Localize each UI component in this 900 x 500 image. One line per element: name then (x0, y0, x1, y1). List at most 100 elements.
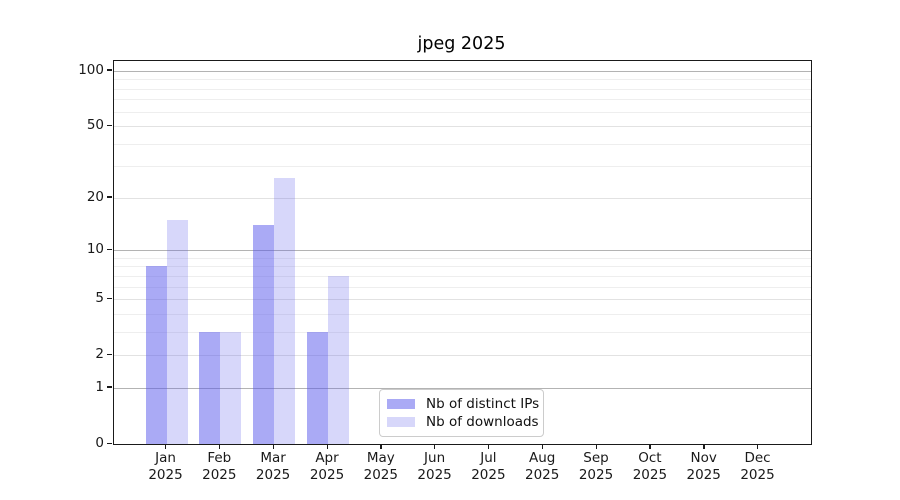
gridline-y-8 (114, 266, 811, 268)
x-tick-year-aug: 2025 (525, 467, 560, 483)
bar-downloads-jan (166, 219, 188, 444)
gridline-y-100 (114, 70, 811, 72)
gridline-y-4 (114, 313, 811, 315)
y-tick-0 (107, 442, 112, 444)
x-tick-year-apr: 2025 (309, 467, 345, 483)
legend: Nb of distinct IPs Nb of downloads (379, 389, 544, 437)
bar-distinct-ips-mar (253, 225, 275, 444)
chart-title: jpeg 2025 (417, 34, 506, 54)
x-tick-aug (541, 444, 544, 449)
gridline-y-80 (114, 88, 811, 90)
gridline-y-90 (114, 79, 811, 81)
y-tick-label-100: 100 (78, 61, 104, 78)
x-tick-month-sep: Sep (583, 450, 609, 466)
gridline-y-70 (114, 99, 811, 101)
x-tick-label-jan: Jan 2025 (138, 450, 194, 484)
x-tick-apr (326, 444, 328, 449)
y-tick-label-5: 5 (95, 290, 104, 307)
x-tick-year-jan: 2025 (148, 467, 183, 483)
x-tick-jun (434, 444, 436, 449)
x-tick-may (380, 444, 382, 449)
x-tick-month-mar: Mar (260, 450, 286, 466)
x-tick-label-mar: Mar 2025 (245, 450, 301, 484)
x-tick-year-jun: 2025 (417, 467, 452, 483)
y-tick-10 (107, 248, 112, 250)
y-tick-label-2: 2 (95, 346, 104, 363)
gridline-y-7 (114, 275, 811, 277)
gridline-y-3 (114, 331, 811, 333)
x-tick-month-jul: Jul (480, 450, 497, 466)
x-tick-year-mar: 2025 (255, 467, 291, 483)
x-tick-month-jun: Jun (424, 450, 446, 466)
x-tick-jul (487, 444, 490, 449)
x-tick-year-nov: 2025 (686, 467, 721, 483)
gridline-y-60 (114, 111, 811, 113)
gridline-y-40 (114, 143, 811, 145)
x-tick-month-jan: Jan (155, 450, 176, 466)
legend-swatch-downloads (387, 417, 415, 427)
bar-distinct-ips-jan (145, 266, 167, 444)
x-tick-year-may: 2025 (363, 467, 398, 483)
legend-item-downloads: Nb of downloads (387, 414, 539, 430)
x-tick-year-feb: 2025 (202, 467, 237, 483)
x-tick-month-oct: Oct (638, 450, 662, 466)
y-tick-1 (107, 386, 112, 388)
x-tick-month-nov: Nov (690, 450, 717, 466)
x-tick-sep (595, 444, 597, 449)
y-tick-2 (107, 353, 112, 356)
legend-item-distinct-ips: Nb of distinct IPs (387, 396, 539, 412)
x-tick-label-nov: Nov 2025 (676, 450, 732, 484)
x-tick-label-may: May 2025 (353, 450, 409, 484)
x-tick-label-jul: Jul 2025 (460, 450, 516, 484)
legend-swatch-distinct-ips (387, 399, 415, 409)
x-tick-year-sep: 2025 (578, 467, 614, 483)
x-tick-oct (649, 444, 651, 449)
bar-downloads-mar (274, 177, 296, 444)
y-tick-5 (107, 297, 112, 299)
x-tick-jan (165, 444, 167, 449)
x-tick-nov (703, 444, 705, 449)
gridline-y-5 (114, 299, 811, 301)
y-tick-100 (107, 69, 112, 71)
x-tick-year-jul: 2025 (471, 467, 506, 483)
y-tick-label-0: 0 (95, 435, 104, 451)
bar-distinct-ips-feb (199, 331, 221, 444)
x-tick-month-aug: Aug (529, 450, 556, 466)
plot-area (113, 60, 812, 445)
gridline-y-10 (114, 250, 811, 252)
gridline-y-20 (114, 197, 811, 199)
y-tick-label-10: 10 (86, 241, 104, 258)
x-tick-month-may: May (366, 450, 395, 466)
legend-label-downloads: Nb of downloads (426, 414, 539, 430)
gridline-y-2 (114, 355, 811, 357)
x-tick-year-oct: 2025 (632, 467, 668, 483)
x-tick-label-aug: Aug 2025 (514, 450, 570, 484)
y-tick-label-1: 1 (95, 378, 104, 395)
y-tick-20 (107, 196, 112, 198)
x-tick-mar (272, 444, 274, 449)
x-tick-label-jun: Jun 2025 (407, 450, 463, 484)
x-tick-label-sep: Sep 2025 (568, 450, 624, 484)
x-tick-feb (218, 444, 221, 449)
bar-downloads-feb (220, 331, 242, 444)
legend-label-distinct-ips: Nb of distinct IPs (426, 396, 540, 412)
x-tick-year-dec: 2025 (740, 467, 775, 483)
gridline-y-30 (114, 166, 811, 168)
x-tick-month-apr: Apr (315, 450, 339, 466)
x-tick-dec (757, 444, 759, 449)
gridline-y-9 (114, 257, 811, 259)
x-tick-label-feb: Feb 2025 (191, 450, 247, 484)
y-tick-label-20: 20 (86, 188, 104, 205)
x-tick-label-apr: Apr 2025 (299, 450, 355, 484)
bar-distinct-ips-apr (307, 331, 328, 444)
x-tick-label-dec: Dec 2025 (730, 450, 786, 484)
x-tick-month-dec: Dec (744, 450, 771, 466)
gridline-y-1 (114, 387, 811, 389)
y-tick-label-50: 50 (86, 117, 104, 133)
bar-downloads-apr (328, 275, 349, 444)
x-tick-month-feb: Feb (207, 450, 232, 466)
y-tick-50 (107, 124, 112, 126)
gridline-y-50 (114, 126, 811, 127)
gridline-y-6 (114, 286, 811, 288)
